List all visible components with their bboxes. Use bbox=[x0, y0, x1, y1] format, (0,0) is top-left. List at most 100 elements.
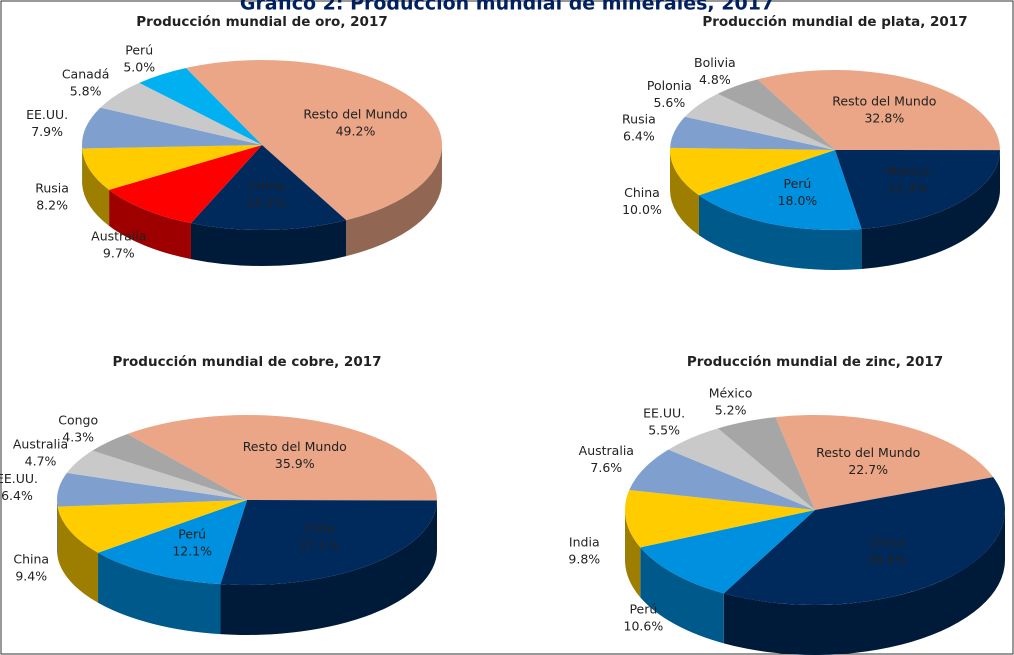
pie-slice bbox=[190, 145, 347, 230]
slice-label: Australia bbox=[91, 229, 146, 244]
pie-slice bbox=[717, 79, 835, 150]
slice-label: Chile bbox=[303, 521, 335, 536]
pie-slice bbox=[220, 500, 437, 585]
slice-value-label: 5.5% bbox=[648, 423, 680, 438]
pie-slice bbox=[640, 510, 815, 594]
pie-side bbox=[625, 510, 641, 598]
slice-value-label: 18.0% bbox=[778, 193, 818, 208]
pie-side bbox=[190, 220, 347, 267]
page-title: Gráfico 2: Producción mundial de mineral… bbox=[240, 0, 774, 15]
slice-value-label: 9.8% bbox=[568, 552, 600, 567]
pie-slice bbox=[775, 415, 994, 510]
slice-value-label: 14.2% bbox=[246, 195, 286, 210]
pie-side bbox=[57, 500, 58, 557]
pie-side bbox=[109, 189, 191, 260]
slice-label: China bbox=[248, 178, 284, 193]
slice-value-label: 5.2% bbox=[715, 403, 747, 418]
slice-label: Resto del Mundo bbox=[243, 439, 347, 454]
slice-value-label: 22.4% bbox=[888, 181, 928, 196]
slice-label: China bbox=[624, 185, 660, 200]
slice-value-label: 4.8% bbox=[699, 72, 731, 87]
slice-label: México bbox=[709, 386, 753, 401]
pie-slice bbox=[757, 69, 1000, 151]
slice-value-label: 6.4% bbox=[1, 488, 33, 503]
slice-value-label: 10.6% bbox=[624, 618, 664, 633]
slice-label: Resto del Mundo bbox=[303, 107, 407, 122]
slice-label: México bbox=[886, 164, 930, 179]
slice-value-label: 12.1% bbox=[172, 543, 212, 558]
slice-label: Perú bbox=[783, 176, 811, 191]
slice-value-label: 8.2% bbox=[36, 198, 68, 213]
pie-slice bbox=[835, 150, 1000, 229]
slice-label: Perú bbox=[125, 43, 153, 58]
slice-label: Rusia bbox=[35, 181, 69, 196]
pie-side bbox=[346, 145, 442, 257]
pie-slice bbox=[82, 145, 262, 190]
slice-value-label: 6.4% bbox=[623, 128, 655, 143]
pie-side bbox=[640, 547, 724, 644]
slice-value-label: 4.3% bbox=[62, 429, 94, 444]
slice-label: EE.UU. bbox=[26, 107, 68, 122]
slice-label: Congo bbox=[58, 412, 98, 427]
pie-side bbox=[57, 506, 99, 603]
slice-value-label: 4.7% bbox=[25, 453, 57, 468]
slice-value-label: 10.0% bbox=[622, 202, 662, 217]
pie-title: Producción mundial de cobre, 2017 bbox=[112, 354, 381, 370]
slice-value-label: 32.8% bbox=[864, 111, 904, 126]
pie-slice bbox=[670, 147, 835, 196]
slice-label: Perú bbox=[178, 526, 206, 541]
slice-value-label: 5.6% bbox=[653, 95, 685, 110]
pie-slice bbox=[625, 490, 815, 548]
pie-side bbox=[98, 552, 221, 635]
slice-label: Perú bbox=[629, 601, 657, 616]
slice-value-label: 9.7% bbox=[103, 246, 135, 261]
pie-slice bbox=[684, 93, 835, 150]
slice-label: Polonia bbox=[647, 78, 692, 93]
pie-side bbox=[670, 150, 699, 236]
pie-slice bbox=[668, 428, 815, 510]
slice-label: China bbox=[869, 535, 905, 550]
slice-label: Resto del Mundo bbox=[816, 445, 920, 460]
slice-label: EE.UU. bbox=[0, 471, 38, 486]
slice-value-label: 5.8% bbox=[70, 84, 102, 99]
pie-slice bbox=[66, 450, 247, 500]
pie-slice bbox=[92, 433, 248, 500]
pie-slice bbox=[82, 107, 262, 149]
slice-label: China bbox=[13, 551, 49, 566]
slice-value-label: 7.9% bbox=[31, 124, 63, 139]
slice-value-label: 9.4% bbox=[15, 568, 47, 583]
pie-slice bbox=[670, 116, 835, 150]
pie-side bbox=[82, 148, 110, 226]
slice-label: Resto del Mundo bbox=[832, 94, 936, 109]
pie-slice bbox=[109, 145, 262, 224]
slice-label: Canadá bbox=[62, 67, 110, 82]
pie-side bbox=[220, 500, 437, 635]
pie-side bbox=[698, 195, 862, 270]
pie-slice bbox=[629, 449, 815, 510]
slice-value-label: 27.1% bbox=[299, 538, 339, 553]
pie-slice bbox=[98, 500, 247, 585]
pie-slice bbox=[100, 82, 262, 145]
slice-value-label: 35.9% bbox=[275, 456, 315, 471]
slice-value-label: 5.0% bbox=[123, 60, 155, 75]
pie-slice bbox=[57, 500, 247, 553]
pie-title: Producción mundial de oro, 2017 bbox=[136, 14, 387, 30]
pie-title: Producción mundial de plata, 2017 bbox=[702, 14, 967, 30]
pie-slice bbox=[698, 150, 862, 231]
pie-slice bbox=[723, 477, 1006, 605]
slice-value-label: 7.6% bbox=[590, 460, 622, 475]
slice-label: Australia bbox=[579, 443, 634, 458]
pie-side bbox=[723, 510, 1005, 655]
slice-label: Australia bbox=[13, 436, 68, 451]
pie-slice bbox=[127, 415, 437, 501]
pie-title: Producción mundial de zinc, 2017 bbox=[687, 354, 943, 370]
slice-value-label: 22.7% bbox=[848, 462, 888, 477]
slice-label: Rusia bbox=[622, 111, 656, 126]
pie-slice bbox=[139, 67, 262, 145]
pie-slice bbox=[185, 59, 443, 221]
slice-label: India bbox=[569, 535, 600, 550]
slice-value-label: 38.6% bbox=[867, 552, 907, 567]
pie-slice bbox=[717, 417, 815, 510]
slice-value-label: 49.2% bbox=[336, 124, 376, 139]
